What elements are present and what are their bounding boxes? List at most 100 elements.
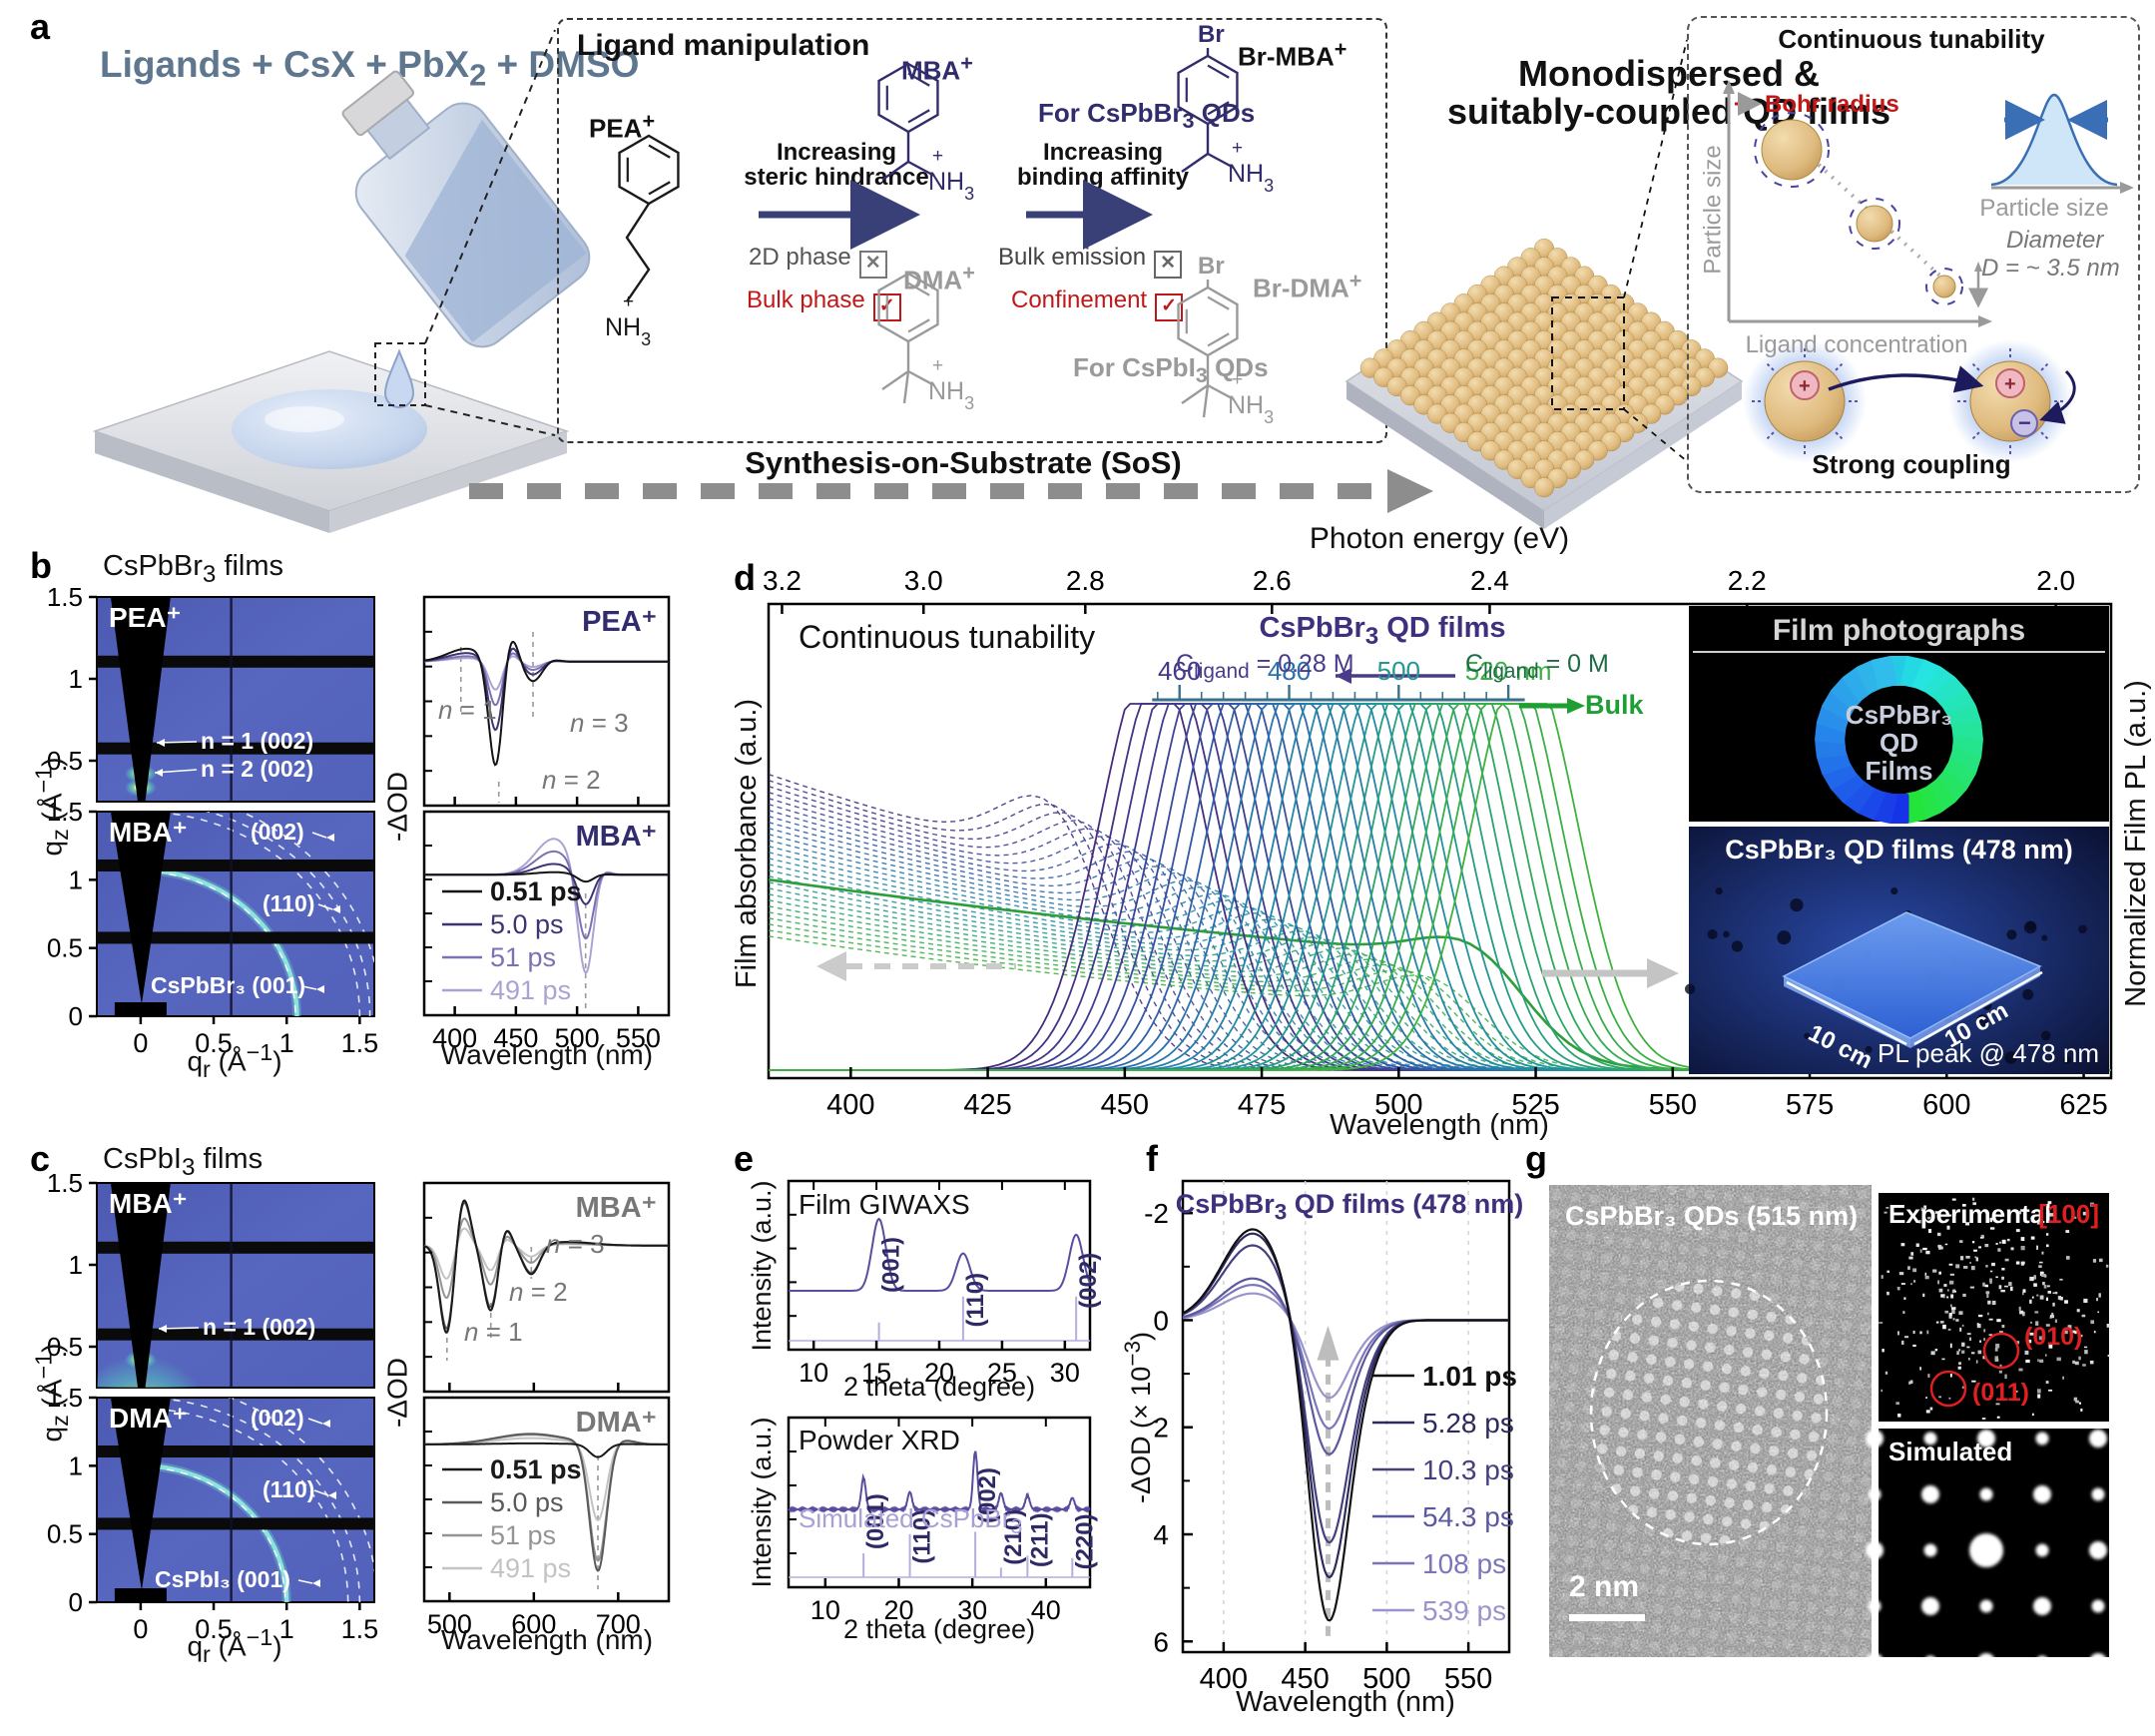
check-bulk-phase: Bulk phase✓ — [747, 288, 901, 321]
svg-text:QD: QD — [1880, 728, 1918, 758]
qd-film-illustration — [0, 0, 2155, 559]
svg-text:DMA⁺: DMA⁺ — [109, 1403, 188, 1434]
svg-text:2.0: 2.0 — [2036, 565, 2075, 596]
reaction-arrows — [469, 180, 1433, 513]
svg-text:Experimental: Experimental — [1888, 1199, 2051, 1229]
f-xlabel: Wavelength (nm) — [1236, 1686, 1455, 1718]
svg-text:54.3 ps: 54.3 ps — [1422, 1501, 1514, 1532]
panel-g-label: g — [1525, 1138, 1547, 1179]
d-xlabel: Wavelength (nm) — [1330, 1109, 1549, 1141]
br-mba-label: Br-MBA+ — [1238, 36, 1347, 72]
svg-text:1.5: 1.5 — [47, 1383, 83, 1413]
svg-text:575: 575 — [1786, 1089, 1834, 1121]
svg-text:425: 425 — [963, 1089, 1011, 1121]
svg-text:Film photographs: Film photographs — [1773, 614, 2025, 647]
check-2d-phase: 2D phase ✕ — [749, 245, 887, 279]
svg-text:5.28 ps: 5.28 ps — [1422, 1408, 1514, 1439]
svg-text:550: 550 — [1444, 1663, 1492, 1695]
svg-text:MBA⁺: MBA⁺ — [109, 817, 188, 848]
svg-text:1.5: 1.5 — [47, 797, 83, 827]
svg-text:520 nm: 520 nm — [1465, 656, 1552, 686]
panel-d-label: d — [734, 557, 756, 598]
strong-coupling-label: Strong coupling — [1812, 449, 2011, 479]
svg-text:20: 20 — [924, 1358, 954, 1388]
ta-c-ylabel: -ΔOD — [381, 1357, 413, 1429]
svg-text:40: 40 — [1031, 1595, 1061, 1625]
crossbox-icon: ✕ — [858, 251, 887, 279]
e2-ylabel: Intensity (a.u.) — [746, 1417, 777, 1588]
svg-text:(002): (002) — [974, 1467, 1001, 1523]
check-bulk-phase-text: Bulk phase — [747, 287, 865, 313]
svg-text:0.5: 0.5 — [47, 933, 83, 963]
giwaxs-b-xlabel: qr (Å−1) — [187, 1039, 282, 1082]
svg-text:MBA⁺: MBA⁺ — [576, 1192, 657, 1224]
svg-text:500: 500 — [1374, 1089, 1422, 1121]
svg-text:0.51 ps: 0.51 ps — [490, 876, 582, 906]
svg-text:(010): (010) — [2024, 1323, 2082, 1351]
svg-text:Films: Films — [1866, 756, 1933, 786]
svg-text:-2: -2 — [1144, 1198, 1169, 1229]
svg-text:+: + — [623, 291, 634, 312]
f-title: CsPbBr3 QD films (478 nm) — [1175, 1189, 1524, 1225]
svg-text:15: 15 — [861, 1358, 891, 1388]
svg-text:6: 6 — [1153, 1626, 1169, 1657]
tunability-inset-box — [1687, 16, 2140, 493]
f-ylabel: -ΔOD (× 10−3) — [1119, 1332, 1156, 1503]
svg-text:550: 550 — [1649, 1089, 1697, 1121]
svg-text:n = 3: n = 3 — [570, 708, 629, 738]
check-confinement-text: Confinement — [1011, 287, 1148, 313]
svg-text:(211): (211) — [1026, 1512, 1053, 1567]
c-ligand-left: Cligand = 0.28 M — [1176, 650, 1354, 683]
svg-text:CsPbBr₃ (001): CsPbBr₃ (001) — [151, 972, 305, 998]
e1-title: Film GIWAXS — [799, 1189, 970, 1220]
ta-b-ylabel: -ΔOD — [381, 771, 413, 843]
panel-a-label: a — [30, 6, 51, 47]
svg-text:0: 0 — [69, 1587, 83, 1617]
svg-text:0.51 ps: 0.51 ps — [490, 1454, 582, 1484]
svg-text:0: 0 — [1153, 1305, 1169, 1336]
check-2d-phase-text: 2D phase — [749, 244, 851, 271]
d-series-title: CsPbBr3 QD films — [1259, 612, 1506, 650]
inset-xlabel: Ligand concentration — [1745, 331, 1968, 358]
d-title: Continuous tunability — [799, 619, 1096, 655]
svg-text:2.2: 2.2 — [1728, 565, 1767, 596]
svg-text:700: 700 — [596, 1609, 641, 1639]
svg-text:108 ps: 108 ps — [1422, 1548, 1506, 1579]
svg-text:600: 600 — [1922, 1089, 1970, 1121]
e1-ylabel: Intensity (a.u.) — [746, 1180, 777, 1352]
svg-text:CsPbBr₃ QD films (478 nm): CsPbBr₃ QD films (478 nm) — [1725, 835, 2073, 865]
bohr-radius-label: Bohr radius — [1765, 91, 1899, 118]
bulk-label: Bulk — [1585, 690, 1644, 720]
svg-text:1.5: 1.5 — [47, 1168, 83, 1198]
panel-c-label: c — [30, 1138, 51, 1179]
svg-text:[100]: [100] — [2038, 1199, 2099, 1229]
check-confinement: Confinement ✓ — [1011, 287, 1184, 321]
e2-xlabel: 2 theta (degree) — [842, 1614, 1036, 1644]
inset-ylabel: Particle size — [1699, 145, 1727, 275]
svg-text:n = 1 (002): n = 1 (002) — [203, 1314, 315, 1340]
svg-text:539 ps: 539 ps — [1422, 1595, 1506, 1626]
crossbox-icon: ✕ — [1154, 251, 1183, 279]
svg-text:0: 0 — [133, 1028, 148, 1058]
svg-text:1: 1 — [69, 865, 83, 894]
giwaxs-c-xlabel: qr (Å−1) — [187, 1624, 282, 1667]
svg-text:Br: Br — [1198, 21, 1225, 48]
svg-text:CsPbI₃ (001): CsPbI₃ (001) — [155, 1566, 290, 1592]
svg-text:MBA⁺: MBA⁺ — [109, 1188, 188, 1219]
svg-text:400: 400 — [432, 1023, 477, 1053]
svg-text:4: 4 — [1153, 1519, 1169, 1550]
svg-text:0.5: 0.5 — [47, 1519, 83, 1549]
svg-text:1.5: 1.5 — [341, 1614, 379, 1644]
svg-text:+: + — [2004, 373, 2016, 395]
svg-text:491 ps: 491 ps — [490, 975, 571, 1005]
svg-text:25: 25 — [987, 1358, 1017, 1388]
svg-text:450: 450 — [1101, 1089, 1149, 1121]
svg-text:1: 1 — [69, 1450, 83, 1480]
ta-c-xlabel: Wavelength (nm) — [440, 1624, 654, 1655]
svg-text:2.8: 2.8 — [1066, 565, 1105, 596]
ta-b-xlabel: Wavelength (nm) — [440, 1039, 654, 1070]
svg-text:5.0 ps: 5.0 ps — [490, 909, 564, 939]
svg-text:0.5: 0.5 — [195, 1028, 233, 1058]
svg-text:20: 20 — [883, 1595, 913, 1625]
for-cspbi3-label: For CsPbI3 QDs — [1073, 352, 1269, 388]
